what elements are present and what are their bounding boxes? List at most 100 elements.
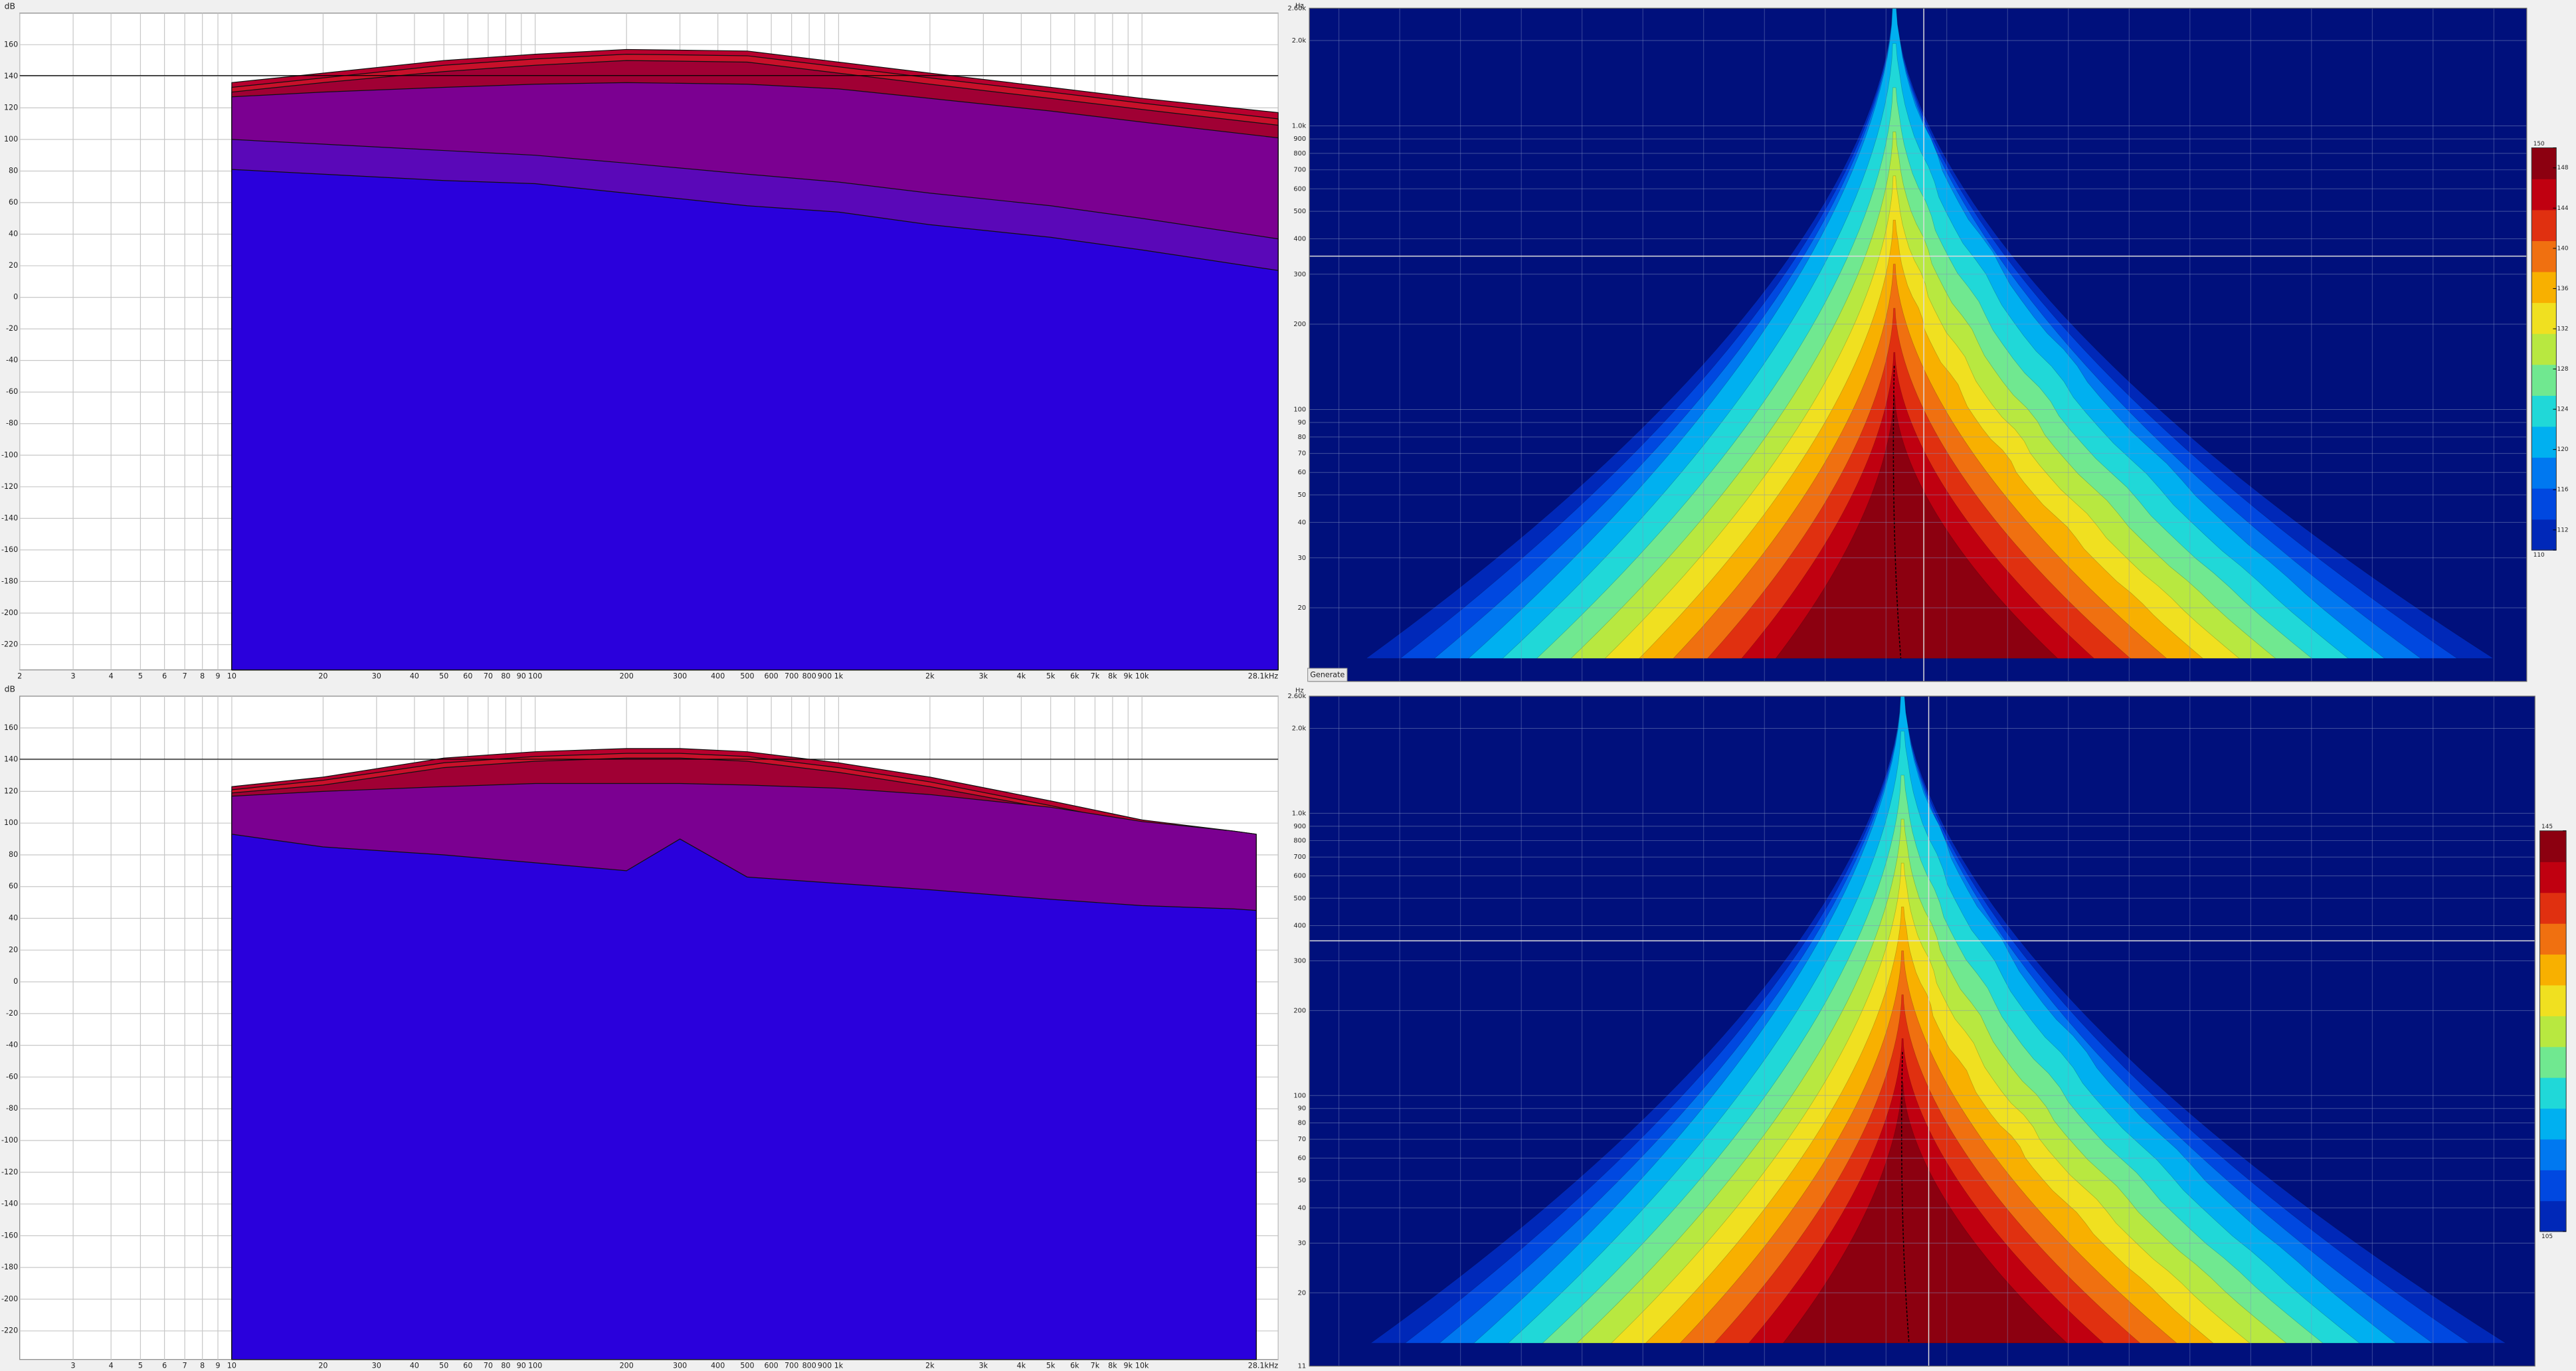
y-tick-label: 60 <box>9 198 18 207</box>
x-tick-label: 9 <box>215 1362 220 1370</box>
y-tick-label: 60 <box>1298 469 1307 476</box>
colorbar-band <box>2531 457 2557 489</box>
colorbar-tick-label: 124 <box>2557 407 2569 413</box>
colorbar-band <box>2539 892 2567 924</box>
x-tick-label: 40 <box>410 672 419 680</box>
y-tick-label: 0 <box>13 977 18 986</box>
y-tick-label: 100 <box>4 135 18 143</box>
x-tick-label: 10 <box>227 672 236 680</box>
y-tick-label: 2.0k <box>1292 725 1307 732</box>
y-tick-label: 200 <box>1293 321 1306 328</box>
x-tick-label: 50 <box>439 672 448 680</box>
y-tick-label: 20 <box>1298 604 1307 612</box>
x-tick-label: 20 <box>318 1362 327 1370</box>
y-tick-label: 70 <box>1298 1136 1307 1143</box>
y-tick-label: 500 <box>1293 208 1306 215</box>
y-tick-label: 2.60k <box>1287 693 1306 700</box>
colorbar-tick-label: 128 <box>2557 366 2569 373</box>
x-tick-label: 90 <box>517 672 526 680</box>
x-tick-label: 60 <box>463 1362 472 1370</box>
generate-button[interactable]: Generate <box>1307 668 1348 682</box>
y-tick-label: -140 <box>1 1200 18 1208</box>
x-tick-label: 2 <box>17 672 22 680</box>
y-tick-label: 200 <box>1293 1007 1306 1014</box>
y-tick-label: 20 <box>9 945 18 954</box>
x-tick-label: 3 <box>71 672 76 680</box>
colorbar-band <box>2539 1139 2567 1170</box>
y-tick-label: 40 <box>1298 1204 1307 1212</box>
y-tick-label: 80 <box>1298 434 1307 441</box>
x-tick-label: 2k <box>925 1362 935 1370</box>
y-axis-label: dB <box>5 685 15 694</box>
colorbar-tick-label: 120 <box>2557 446 2569 453</box>
colorbar-band <box>2531 179 2557 211</box>
y-tick-label: 50 <box>1298 492 1307 499</box>
button-label[interactable]: Generate <box>1310 671 1344 680</box>
baseline-strip <box>1309 1342 2535 1366</box>
y-tick-label: 160 <box>4 723 18 732</box>
y-tick-label: 90 <box>1298 419 1307 426</box>
colorbar-band <box>2531 147 2557 179</box>
x-tick-label: 4k <box>1017 1362 1026 1370</box>
x-tick-label: 9k <box>1124 672 1133 680</box>
spectrogram <box>1309 696 2535 1366</box>
x-tick-label: 800 <box>802 1362 816 1370</box>
y-tick-label: -140 <box>1 513 18 522</box>
y-tick-label: 400 <box>1293 922 1306 929</box>
y-tick-label: 1.0k <box>1292 810 1307 817</box>
colorbar-band <box>2531 209 2557 241</box>
x-tick-label: 8k <box>1108 672 1117 680</box>
x-tick-label: 1k <box>834 1362 844 1370</box>
x-tick-label: 40 <box>410 1362 419 1370</box>
y-tick-label: -120 <box>1 1168 18 1176</box>
x-tick-label: 5 <box>138 1362 143 1370</box>
x-tick-label: 30 <box>372 1362 381 1370</box>
colorbar-band <box>2539 1077 2567 1109</box>
y-tick-label: -220 <box>1 640 18 648</box>
colorbar-frame <box>2539 830 2567 1232</box>
colorbar-band <box>2539 1016 2567 1048</box>
x-tick-label: 30 <box>372 672 381 680</box>
x-tick-label: 900 <box>818 672 832 680</box>
x-tick-label: 300 <box>673 672 687 680</box>
button-frame[interactable] <box>1307 668 1348 682</box>
baseline-strip <box>1309 658 2527 682</box>
x-tick-label: 8k <box>1108 1362 1117 1370</box>
x-tick-label: 3 <box>71 1362 76 1370</box>
x-tick-label: 500 <box>740 672 754 680</box>
x-tick-label: 6k <box>1070 672 1079 680</box>
x-tick-label: 20 <box>318 672 327 680</box>
y-axis-label: dB <box>5 1 15 11</box>
x-tick-label: 300 <box>673 1362 687 1370</box>
y-tick-label: 800 <box>1293 838 1306 845</box>
y-tick-label: -60 <box>6 387 18 396</box>
x-tick-label: 200 <box>620 672 634 680</box>
colorbar-band <box>2539 1170 2567 1202</box>
x-tick-label: 4k <box>1017 672 1026 680</box>
y-tick-label: -40 <box>6 1041 18 1050</box>
y-tick-label: 900 <box>1293 136 1306 143</box>
colorbar-tick-label: 145 <box>2541 824 2553 830</box>
colorbar-band <box>2539 984 2567 1016</box>
colorbar-band <box>2539 862 2567 893</box>
colorbar-tick-label: 132 <box>2557 325 2569 332</box>
colorbar-tick-label: 150 <box>2533 141 2545 147</box>
y-tick-label: 70 <box>1298 450 1307 458</box>
y-axis-label: Hz <box>1295 687 1304 694</box>
x-tick-label: 4 <box>109 1362 114 1370</box>
y-tick-label: -180 <box>1 1263 18 1271</box>
colorbar-band <box>2531 333 2557 365</box>
x-tick-label: 7 <box>183 672 187 680</box>
y-tick-label: 60 <box>9 882 18 891</box>
colorbar-tick-label: 110 <box>2533 552 2545 559</box>
y-tick-label: 500 <box>1293 895 1306 902</box>
y-tick-label: 140 <box>4 72 18 80</box>
x-tick-label: 9k <box>1124 1362 1133 1370</box>
y-tick-label: -20 <box>6 324 18 333</box>
y-tick-label: 0 <box>13 293 18 302</box>
x-tick-label: 2k <box>925 672 935 680</box>
x-tick-label: 3k <box>979 672 988 680</box>
colorbar-frame <box>2531 147 2557 551</box>
y-tick-label: 300 <box>1293 958 1306 965</box>
